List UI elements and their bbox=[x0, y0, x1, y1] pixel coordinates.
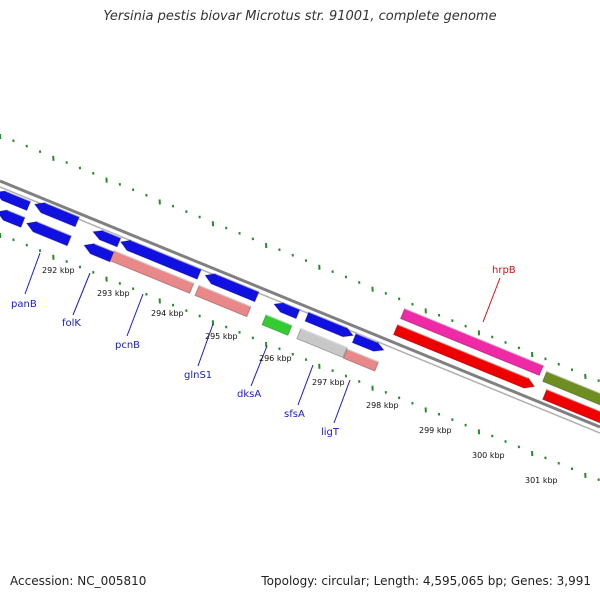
feature-glnS1-b-highlight bbox=[198, 284, 252, 308]
gene-label-sfsA[interactable]: sfsA bbox=[284, 409, 305, 420]
gene-label-dksA[interactable]: dksA bbox=[237, 389, 261, 400]
scale-label-293: 293 kbp bbox=[97, 289, 130, 298]
gene-label-ligT[interactable]: ligT bbox=[321, 427, 340, 438]
feature-dksA-b[interactable] bbox=[261, 313, 293, 337]
feature-folK-d-body[interactable] bbox=[83, 243, 115, 263]
feature-dksA-a-highlight bbox=[283, 302, 301, 310]
genome-summary-text: Topology: circular; Length: 4,595,065 bp… bbox=[261, 574, 591, 588]
feature-hrpB-b-highlight bbox=[397, 323, 529, 379]
feature-sfsA-a[interactable] bbox=[304, 311, 355, 338]
label-leader-lines bbox=[24, 252, 501, 424]
feature-ligT-a[interactable] bbox=[351, 332, 385, 352]
feature-dksA-b-body[interactable] bbox=[261, 313, 293, 337]
leader-hrpB bbox=[482, 277, 501, 323]
feature-folK-c-highlight bbox=[102, 229, 122, 239]
scale-label-298: 298 kbp bbox=[366, 401, 399, 410]
feature-right-b-highlight bbox=[546, 388, 600, 412]
feature-glnS1-a-highlight bbox=[215, 273, 260, 293]
scale-label-294: 294 kbp bbox=[151, 309, 184, 318]
genome-backbone-outer bbox=[0, 186, 600, 434]
gene-features-layer bbox=[0, 190, 600, 426]
gene-label-folK[interactable]: folK bbox=[62, 318, 81, 329]
feature-right-b[interactable] bbox=[541, 388, 600, 426]
feature-ligT-a-highlight bbox=[355, 332, 378, 343]
scale-label-292: 292 kbp bbox=[42, 266, 75, 275]
feature-folK-d[interactable] bbox=[83, 242, 115, 263]
leader-sfsA bbox=[297, 364, 314, 406]
feature-right-a-highlight bbox=[546, 370, 600, 394]
accession-text: Accession: NC_005810 bbox=[10, 574, 147, 588]
feature-panB-a-highlight bbox=[5, 190, 31, 202]
feature-panB-b[interactable] bbox=[0, 209, 26, 229]
scale-label-299: 299 kbp bbox=[419, 426, 452, 435]
feature-folK-b-highlight bbox=[36, 220, 72, 237]
feature-panB-a[interactable] bbox=[0, 190, 32, 212]
leader-panB bbox=[24, 252, 41, 295]
scale-label-297: 297 kbp bbox=[312, 378, 345, 387]
leader-ligT bbox=[333, 379, 351, 424]
scale-label-301: 301 kbp bbox=[525, 476, 558, 485]
gene-label-pcnB[interactable]: pcnB bbox=[115, 340, 140, 351]
feature-pcnB-b[interactable] bbox=[109, 249, 195, 295]
feature-folK-c[interactable] bbox=[92, 229, 122, 248]
feature-dksA-a[interactable] bbox=[273, 302, 301, 320]
scale-label-296: 296 kbp bbox=[259, 354, 292, 363]
feature-folK-d-highlight bbox=[94, 242, 115, 253]
feature-dksA-a-body[interactable] bbox=[273, 302, 301, 320]
feature-hrpB-a-highlight bbox=[404, 307, 544, 367]
feature-folK-b[interactable] bbox=[25, 220, 73, 247]
gene-label-glnS1[interactable]: glnS1 bbox=[184, 370, 212, 381]
feature-dksA-b-highlight bbox=[265, 313, 293, 326]
feature-pcnB-b-highlight bbox=[114, 249, 195, 284]
leader-dksA bbox=[250, 345, 268, 387]
feature-hrpB-b[interactable] bbox=[392, 323, 536, 389]
feature-glnS1-a[interactable] bbox=[204, 273, 260, 303]
feature-pcnB-a-highlight bbox=[130, 239, 202, 270]
feature-ligT-b[interactable] bbox=[342, 348, 380, 372]
feature-sfsA-a-highlight bbox=[308, 311, 347, 329]
leader-pcnB bbox=[126, 293, 144, 337]
gene-label-hrpB[interactable]: hrpB bbox=[492, 265, 516, 276]
feature-pcnB-a[interactable] bbox=[119, 239, 203, 280]
tick-marks-layer bbox=[0, 133, 600, 482]
genome-backbone-inner bbox=[0, 179, 600, 429]
leader-folK bbox=[72, 272, 91, 316]
gene-label-panB[interactable]: panB bbox=[11, 299, 37, 310]
leader-glnS1 bbox=[197, 323, 214, 367]
feature-folK-a-highlight bbox=[44, 201, 80, 218]
feature-panB-b-highlight bbox=[7, 209, 26, 218]
scale-label-300: 300 kbp bbox=[472, 451, 505, 460]
feature-sfsA-b[interactable] bbox=[296, 327, 348, 359]
feature-right-a[interactable] bbox=[541, 370, 600, 408]
feature-hrpB-a[interactable] bbox=[399, 307, 545, 377]
scale-label-295: 295 kbp bbox=[205, 332, 238, 341]
feature-glnS1-b[interactable] bbox=[194, 284, 252, 318]
feature-ligT-b-highlight bbox=[346, 348, 379, 363]
feature-folK-a[interactable] bbox=[33, 201, 81, 228]
feature-sfsA-b-highlight bbox=[300, 327, 348, 349]
map-title: Yersinia pestis biovar Microtus str. 910… bbox=[103, 9, 497, 24]
